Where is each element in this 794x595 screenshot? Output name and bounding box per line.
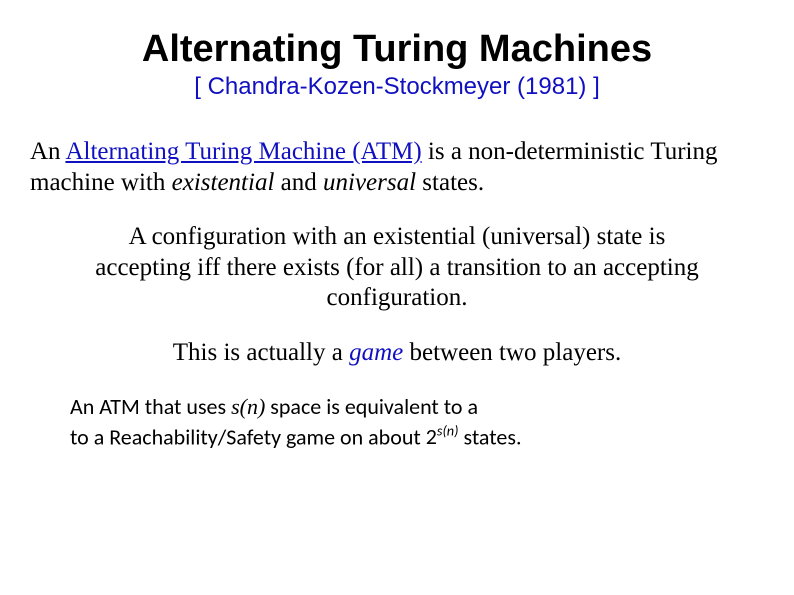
term-universal: universal — [323, 169, 416, 196]
math-sn: s(n) — [231, 394, 265, 419]
exponent: s(n) — [437, 422, 459, 440]
text: An — [30, 138, 65, 165]
slide-title: Alternating Turing Machines — [20, 28, 774, 71]
base: 2 — [426, 423, 437, 450]
text: states. — [416, 169, 484, 196]
acceptance-paragraph: A configuration with an existential (uni… — [20, 222, 774, 314]
text: to a Reachability/Safety game on about — [70, 423, 426, 450]
term-atm: Alternating Turing Machine (ATM) — [65, 138, 421, 165]
text: states. — [459, 423, 522, 450]
slide: Alternating Turing Machines [ Chandra-Ko… — [0, 0, 794, 595]
text: between two players. — [403, 339, 621, 366]
math-exp: 2s(n) — [426, 423, 459, 450]
text: space is equivalent to a — [265, 393, 478, 420]
definition-paragraph: An Alternating Turing Machine (ATM) is a… — [20, 137, 774, 198]
text: and — [274, 169, 323, 196]
text: An ATM that uses — [70, 393, 231, 420]
complexity-line-2: to a Reachability/Safety game on about 2… — [70, 422, 744, 452]
slide-subtitle: [ Chandra-Kozen-Stockmeyer (1981) ] — [20, 73, 774, 101]
complexity-line-1: An ATM that uses s(n) space is equivalen… — [70, 392, 744, 422]
text: This is actually a — [173, 339, 349, 366]
term-existential: existential — [172, 169, 275, 196]
game-paragraph: This is actually a game between two play… — [20, 338, 774, 369]
complexity-note: An ATM that uses s(n) space is equivalen… — [20, 392, 774, 452]
term-game: game — [349, 339, 403, 366]
